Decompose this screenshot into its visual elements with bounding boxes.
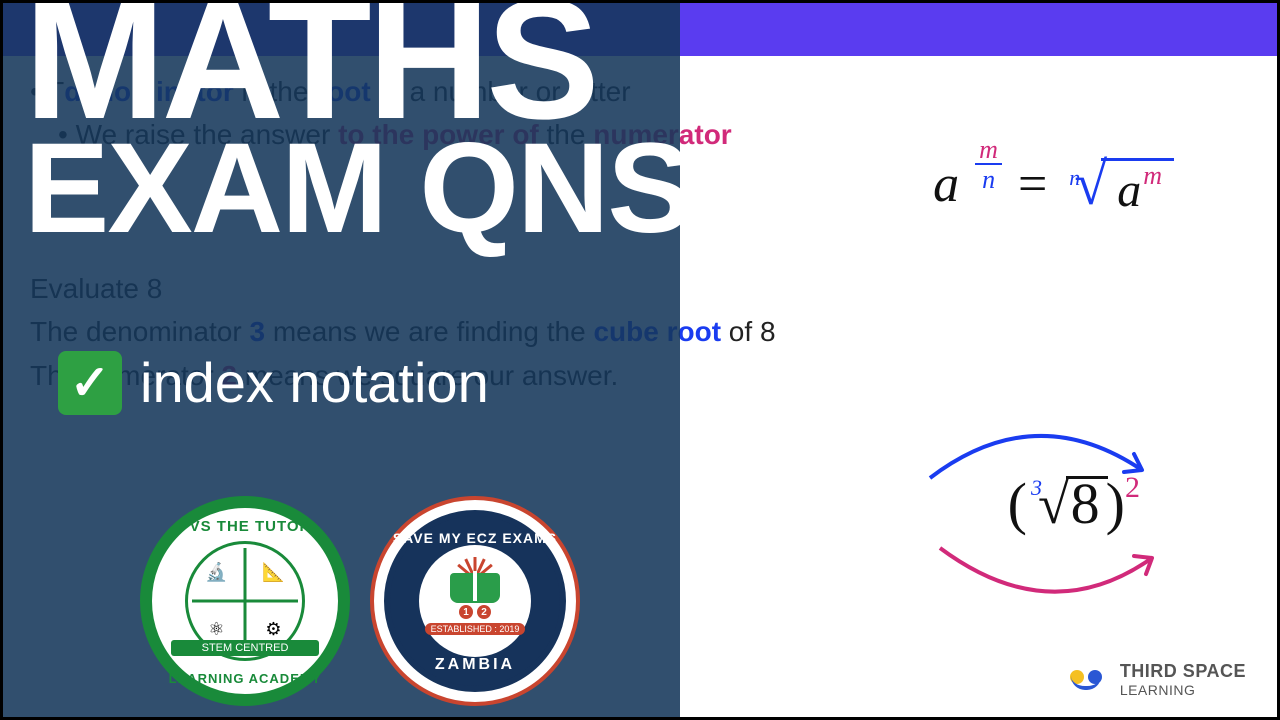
book-icon bbox=[450, 573, 500, 603]
logo2-established: ESTABLISHED : 2019 bbox=[425, 623, 526, 635]
arrow-bottom-icon bbox=[900, 540, 1170, 610]
fractional-index-formula: a m n = n √ am bbox=[933, 150, 1170, 219]
logo1-band: STEM CENTRED bbox=[171, 640, 320, 656]
equals-sign: = bbox=[1018, 155, 1047, 214]
topic-line: ✓ index notation bbox=[58, 350, 489, 415]
logo2-country: ZAMBIA bbox=[390, 656, 560, 674]
root-exp: m bbox=[1143, 161, 1162, 190]
root-base: a bbox=[1117, 164, 1141, 217]
formula-base: a bbox=[933, 155, 959, 214]
cube-root-example: (3√8)2 bbox=[1008, 470, 1140, 537]
topic-label: index notation bbox=[140, 350, 489, 415]
pvs-tutor-logo: PVS THE TUTOR 🔬 📐 ⚛ ⚙ STEM CENTRED LEARN… bbox=[140, 496, 350, 706]
formula-fraction: m n bbox=[975, 137, 1002, 193]
formula-m: m bbox=[975, 137, 1002, 165]
logo1-title: PVS THE TUTOR bbox=[152, 518, 338, 535]
example-square: 2 bbox=[1125, 471, 1140, 504]
title-line-2: EXAM QNS bbox=[24, 128, 691, 251]
title-block: MATHS EXAM QNS bbox=[24, 0, 691, 251]
brand-icon bbox=[1070, 666, 1110, 694]
logo2-title: SAVE MY ECZ EXAMS bbox=[390, 530, 560, 546]
logo1-subtitle: LEARNING ACADEMY bbox=[152, 671, 338, 686]
check-icon: ✓ bbox=[58, 351, 122, 415]
brand-text: THIRD SPACE LEARNING bbox=[1120, 661, 1246, 698]
example-value: 8 bbox=[1069, 471, 1106, 536]
radical-icon: √8 bbox=[1038, 470, 1106, 537]
save-my-ecz-logo: SAVE MY ECZ EXAMS 12 ESTABLISHED : 2019 … bbox=[370, 496, 580, 706]
logo2-numbers: 12 bbox=[459, 605, 491, 619]
third-space-brand: THIRD SPACE LEARNING bbox=[1070, 661, 1246, 698]
formula-root: n √ am bbox=[1063, 150, 1170, 219]
formula-n: n bbox=[982, 165, 995, 193]
